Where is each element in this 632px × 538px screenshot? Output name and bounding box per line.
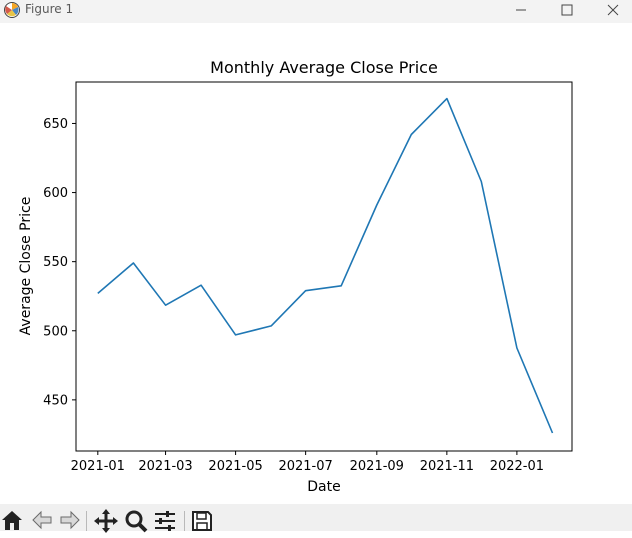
data-point: [305, 290, 307, 292]
x-tick-label: 2021-03: [138, 459, 192, 474]
close-button[interactable]: [590, 0, 632, 22]
x-tick-label: 2021-01: [71, 459, 125, 474]
x-axis-label: Date: [307, 479, 340, 495]
line-chart: Monthly Average Close Price Date Average…: [18, 58, 573, 495]
x-tick-label: 2021-09: [350, 459, 404, 474]
configure-subplots-button[interactable]: [152, 508, 178, 534]
minimize-icon: [516, 9, 526, 11]
save-button[interactable]: [189, 508, 215, 534]
chart-title: Monthly Average Close Price: [210, 58, 438, 77]
series-line: [97, 97, 554, 434]
back-button[interactable]: [30, 508, 56, 534]
data-point: [446, 98, 448, 100]
data-point: [552, 432, 554, 434]
y-tick-label: 550: [43, 255, 68, 270]
home-button[interactable]: [0, 508, 26, 534]
zoom-button[interactable]: [123, 508, 149, 534]
data-point: [270, 325, 272, 327]
y-tick-label: 450: [43, 393, 68, 408]
data-point: [97, 293, 99, 295]
forward-button[interactable]: [56, 508, 82, 534]
x-tick-label: 2021-11: [420, 459, 474, 474]
zoom-icon: [125, 510, 148, 533]
toolbar-separator: [184, 511, 185, 531]
close-icon: [607, 4, 619, 16]
data-point: [133, 262, 135, 264]
y-tick-label: 500: [43, 324, 68, 339]
toolbar-separator: [86, 511, 87, 531]
configure-subplots-icon: [155, 511, 175, 531]
home-icon: [2, 511, 22, 530]
y-tick-label: 600: [43, 186, 68, 201]
window-title: Figure 1: [25, 2, 74, 16]
plot-frame: [75, 81, 573, 452]
y-tick-label: 650: [43, 117, 68, 132]
y-axis-label: Average Close Price: [18, 197, 34, 336]
data-point: [480, 181, 482, 183]
pan-icon: [94, 509, 118, 533]
data-point: [340, 285, 342, 287]
window-titlebar: Figure 1: [0, 0, 632, 23]
maximize-icon: [561, 4, 573, 16]
data-point: [165, 304, 167, 306]
save-icon: [192, 511, 212, 531]
back-arrow-icon: [32, 510, 52, 530]
minimize-button[interactable]: [498, 0, 544, 22]
data-point: [376, 204, 378, 206]
pan-button[interactable]: [93, 508, 119, 534]
figure-canvas: Monthly Average Close Price Date Average…: [0, 23, 632, 504]
maximize-button[interactable]: [544, 0, 590, 22]
data-point: [235, 334, 237, 336]
data-point: [200, 284, 202, 286]
x-tick-label: 2021-05: [208, 459, 262, 474]
x-tick-label: 2022-01: [490, 459, 544, 474]
navigation-toolbar: [0, 504, 632, 534]
x-tick-label: 2021-07: [278, 459, 332, 474]
matplotlib-app-icon: [4, 2, 20, 18]
data-point: [410, 134, 412, 136]
data-point: [516, 347, 518, 349]
forward-arrow-icon: [60, 510, 80, 530]
plot-marks: 450 500 550 600 650 2021-01 2021-03 2021-05 2021…: [43, 81, 573, 474]
